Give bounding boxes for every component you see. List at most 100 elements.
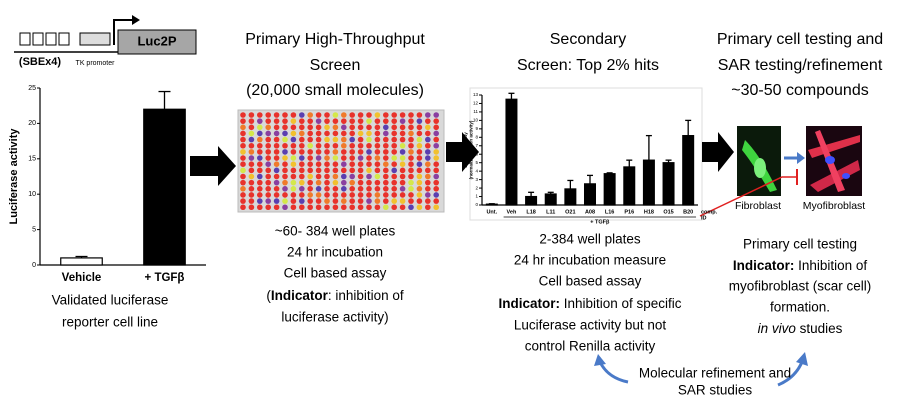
well [341, 155, 347, 161]
x-tick-label: O21 [565, 209, 575, 215]
well [366, 161, 372, 167]
well [357, 173, 364, 180]
well [290, 130, 297, 137]
well [332, 192, 339, 198]
x-tick-label: O15 [663, 209, 673, 215]
well [425, 173, 431, 180]
well [273, 118, 280, 124]
y-tick-label: 25 [28, 85, 36, 92]
well [341, 124, 347, 131]
big-arrows [190, 132, 734, 186]
well [391, 142, 398, 149]
well [341, 118, 347, 124]
well [299, 136, 305, 143]
well [299, 204, 305, 211]
text-line: 24 hr incubation measure [514, 253, 666, 268]
well [391, 192, 398, 198]
text-line: 2-384 well plates [539, 232, 641, 247]
well [341, 198, 347, 204]
well [425, 198, 431, 204]
well [416, 204, 423, 211]
well [307, 179, 314, 186]
well [366, 167, 372, 174]
well [433, 198, 440, 204]
well [357, 198, 364, 204]
well [425, 149, 431, 155]
well [366, 130, 372, 137]
well [257, 130, 263, 137]
well [416, 112, 423, 118]
well [265, 142, 272, 149]
sbe-box [32, 32, 44, 46]
x-tick-label: Vehicle [62, 272, 102, 284]
well [324, 204, 330, 211]
well [332, 186, 339, 192]
well [290, 204, 297, 211]
well [374, 118, 381, 124]
well [425, 136, 431, 143]
well [282, 198, 288, 204]
well [341, 173, 347, 180]
well [425, 186, 431, 192]
well [349, 155, 356, 161]
well [366, 149, 372, 155]
well [349, 118, 356, 124]
myofibroblast-nucleus [842, 173, 850, 179]
well [374, 167, 381, 174]
well [425, 192, 431, 198]
well [391, 173, 398, 180]
text-line: SAR testing/refinement [718, 57, 883, 74]
well [315, 167, 322, 174]
text-line: myofibroblast (scar cell) [729, 279, 872, 294]
well [425, 204, 431, 211]
well [349, 186, 356, 192]
well [425, 155, 431, 161]
well [341, 167, 347, 174]
construct: Luc2P (SBEx4) TK promoter [14, 15, 197, 68]
well [324, 124, 330, 131]
well [282, 112, 288, 118]
well [240, 142, 246, 149]
well [248, 173, 255, 180]
well [357, 204, 364, 211]
well [374, 204, 381, 211]
well [433, 179, 440, 186]
well [433, 167, 440, 174]
well [273, 167, 280, 174]
well [349, 136, 356, 143]
well [416, 118, 423, 124]
text-span: Indicator [271, 288, 329, 303]
well [324, 112, 330, 118]
well [307, 112, 314, 118]
well [349, 204, 356, 211]
well [299, 130, 305, 137]
well [240, 173, 246, 180]
well [290, 155, 297, 161]
well [383, 155, 389, 161]
y-tick-label: 3 [475, 177, 478, 182]
well [282, 192, 288, 198]
text-line: Indicator: Inhibition of [733, 258, 868, 273]
well [282, 204, 288, 211]
well [273, 155, 280, 161]
bar [505, 98, 518, 206]
well [433, 192, 440, 198]
well [349, 198, 356, 204]
y-axis-label: Luciferase activity [8, 128, 20, 225]
reporter-label: Luc2P [137, 33, 176, 48]
well [324, 130, 330, 137]
well [257, 149, 263, 155]
promoter-box [79, 32, 111, 46]
well [399, 112, 406, 118]
well [265, 192, 272, 198]
well [416, 167, 423, 174]
well [433, 142, 440, 149]
well [383, 142, 389, 149]
bar [485, 203, 498, 206]
well [366, 179, 372, 186]
y-tick-label: 12 [473, 101, 479, 106]
well [383, 112, 389, 118]
tss-arrowhead [132, 15, 140, 25]
well [399, 142, 406, 149]
well [257, 198, 263, 204]
